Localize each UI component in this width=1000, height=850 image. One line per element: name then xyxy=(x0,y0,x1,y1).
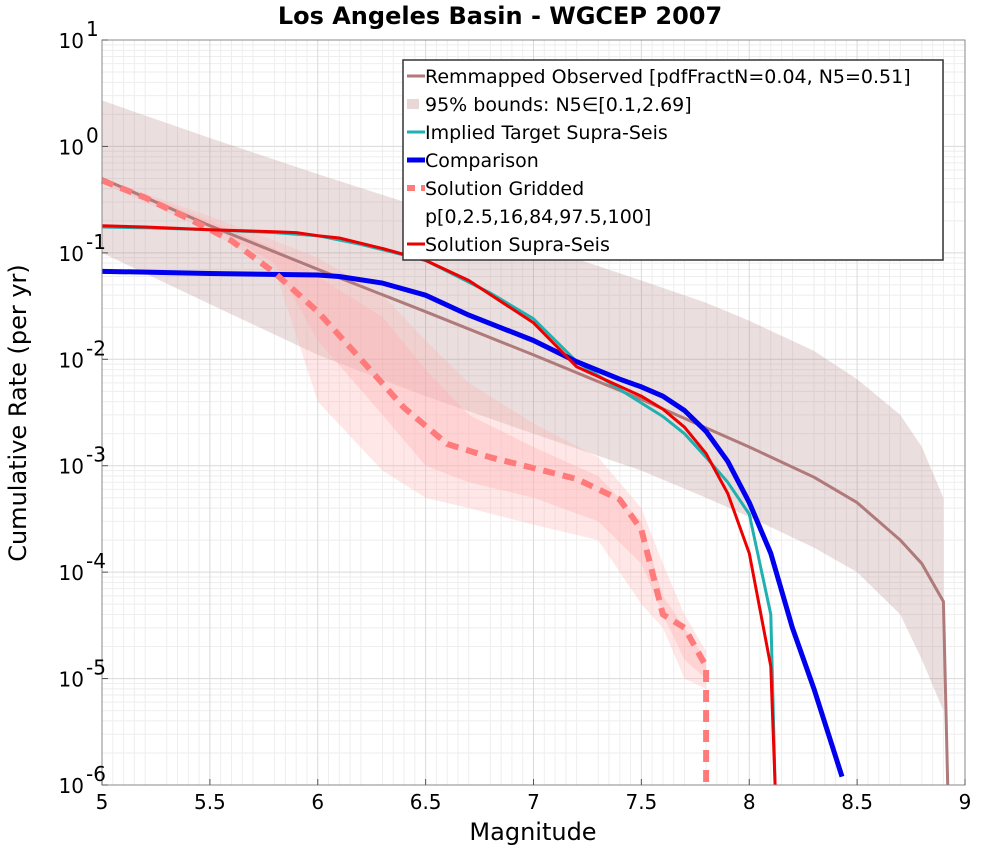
legend: Remmapped Observed [pdfFractN=0.04, N5=0… xyxy=(402,59,944,261)
x-tick-label: 6.5 xyxy=(410,790,442,814)
y-tick-label: 10 xyxy=(59,29,84,53)
y-tick-label: 10 xyxy=(59,455,84,479)
band-2 xyxy=(102,178,707,679)
y-tick-exponent: -1 xyxy=(86,230,106,254)
chart-title: Los Angeles Basin - WGCEP 2007 xyxy=(278,2,722,30)
x-axis-label: Magnitude xyxy=(469,818,596,846)
uncertainty-bands xyxy=(102,100,944,711)
y-tick-label: 10 xyxy=(59,668,84,692)
legend-swatch xyxy=(407,99,419,109)
band-0 xyxy=(102,100,944,711)
legend-label: Solution Supra-Seis xyxy=(425,234,610,256)
legend-label: Solution Gridded xyxy=(425,178,584,200)
y-tick-exponent: 0 xyxy=(86,123,99,147)
x-tick-label: 8 xyxy=(743,790,756,814)
legend-label: Comparison xyxy=(425,150,539,172)
x-tick-label: 6 xyxy=(311,790,324,814)
y-tick-exponent: -3 xyxy=(86,443,106,467)
x-tick-label: 9 xyxy=(959,790,972,814)
y-tick-exponent: -6 xyxy=(86,762,106,786)
y-tick-label: 10 xyxy=(59,561,84,585)
x-axis-ticks: 5 5.5 6 6.5 7 7.5 8 8.5 9 xyxy=(96,779,972,814)
y-tick-exponent: -5 xyxy=(86,656,106,680)
y-tick-exponent: 1 xyxy=(86,17,99,41)
y-tick-exponent: -2 xyxy=(86,336,106,360)
legend-label: 95% bounds: N5∈[0.1,2.69] xyxy=(425,94,692,116)
x-tick-label: 8.5 xyxy=(841,790,873,814)
y-tick-label: 10 xyxy=(59,348,84,372)
band-1 xyxy=(102,178,707,689)
y-tick-exponent: -4 xyxy=(86,549,106,573)
series-lines xyxy=(100,177,950,786)
series-line-3 xyxy=(100,177,710,785)
x-tick-label: 5 xyxy=(96,790,109,814)
legend-label: Remmapped Observed [pdfFractN=0.04, N5=0… xyxy=(425,66,911,88)
legend-label: p[0,2.5,16,84,97.5,100] xyxy=(425,206,651,228)
legend-box xyxy=(402,59,944,261)
series-line-5 xyxy=(101,224,777,786)
y-tick-label: 10 xyxy=(59,774,84,798)
x-tick-label: 7 xyxy=(527,790,540,814)
legend-label: Implied Target Supra-Seis xyxy=(425,122,668,144)
x-tick-label: 7.5 xyxy=(625,790,657,814)
series-line-2 xyxy=(101,268,845,778)
y-tick-label: 10 xyxy=(59,135,84,159)
x-tick-label: 5.5 xyxy=(194,790,226,814)
y-tick-label: 10 xyxy=(59,242,84,266)
y-axis-label: Cumulative Rate (per yr) xyxy=(4,264,32,562)
